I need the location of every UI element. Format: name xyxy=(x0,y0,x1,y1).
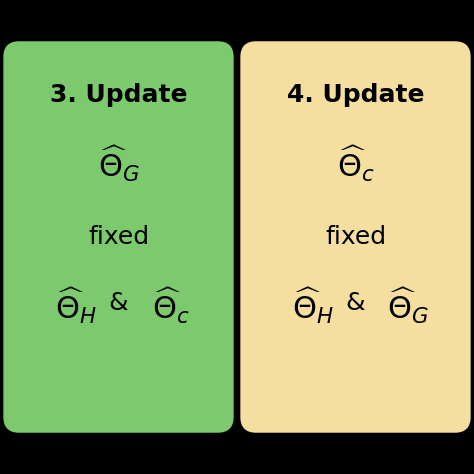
FancyBboxPatch shape xyxy=(242,43,469,431)
Text: $\widehat{\Theta}_G$: $\widehat{\Theta}_G$ xyxy=(98,143,139,184)
Text: &: & xyxy=(109,292,137,315)
Text: $\widehat{\Theta}_c$: $\widehat{\Theta}_c$ xyxy=(152,285,190,326)
Text: $\widehat{\Theta}_H$: $\widehat{\Theta}_H$ xyxy=(292,285,334,326)
Text: fixed: fixed xyxy=(88,225,149,249)
FancyBboxPatch shape xyxy=(5,43,232,431)
Text: $\widehat{\Theta}_H$: $\widehat{\Theta}_H$ xyxy=(55,285,97,326)
Text: $\widehat{\Theta}_G$: $\widehat{\Theta}_G$ xyxy=(387,285,428,326)
Text: 4. Update: 4. Update xyxy=(287,83,424,107)
Text: &: & xyxy=(346,292,374,315)
Text: 3. Update: 3. Update xyxy=(50,83,187,107)
Text: $\widehat{\Theta}_c$: $\widehat{\Theta}_c$ xyxy=(337,143,374,184)
Text: fixed: fixed xyxy=(325,225,386,249)
